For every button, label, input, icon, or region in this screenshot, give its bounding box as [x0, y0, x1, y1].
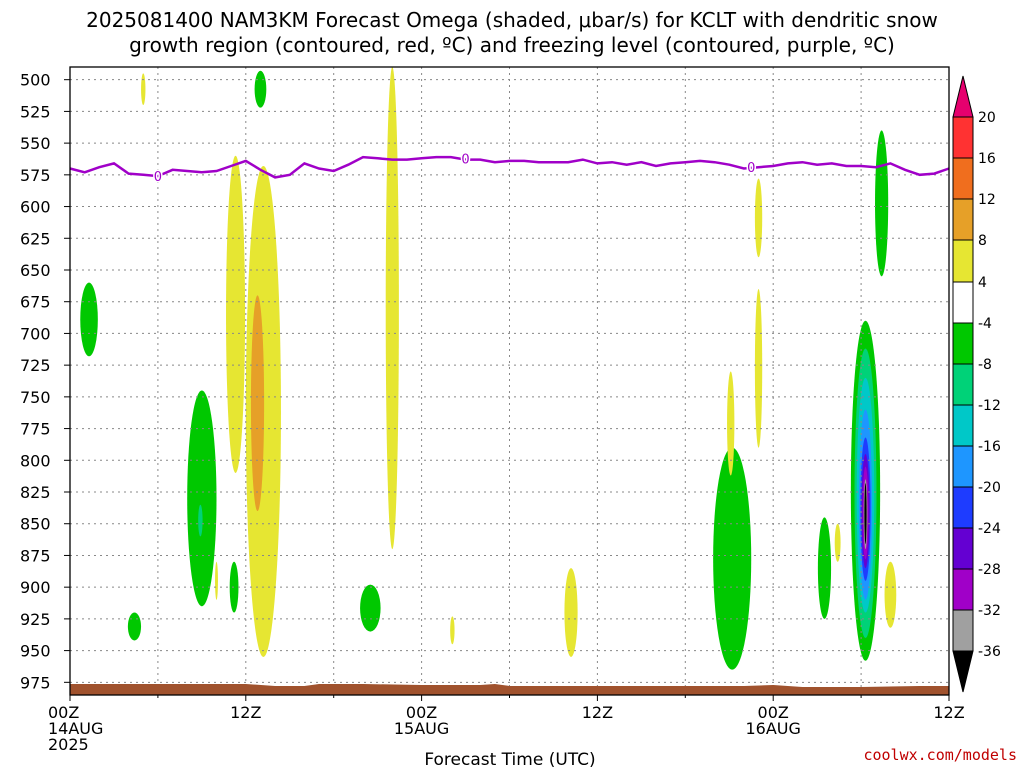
colorbar-label: -16	[978, 439, 1001, 455]
y-tick-label: 625	[20, 229, 51, 248]
y-tick-label: 550	[20, 134, 51, 153]
colorbar-band	[952, 527, 974, 570]
y-tick-label: 750	[20, 388, 51, 407]
y-tick-label: 650	[20, 261, 51, 280]
omega-region	[141, 73, 146, 106]
y-tick-label: 575	[20, 166, 51, 185]
omega-region	[727, 371, 735, 476]
colorbar-label: 4	[978, 275, 987, 291]
omega-region	[713, 447, 752, 670]
chart-title-line2: growth region (contoured, red, ºC) and f…	[129, 33, 895, 57]
omega-shaded-regions	[80, 67, 897, 670]
y-tick-label: 975	[20, 673, 51, 692]
y-tick-label: 775	[20, 420, 51, 439]
x-tick-label: 12Z	[230, 703, 261, 722]
colorbar-label: -24	[978, 521, 1001, 537]
colorbar-band	[952, 322, 974, 365]
omega-region	[884, 561, 897, 628]
omega-region	[360, 584, 381, 632]
omega-region	[754, 289, 763, 448]
omega-region	[250, 295, 265, 512]
colorbar-band	[952, 281, 974, 324]
ground-band	[70, 684, 949, 695]
colorbar-label: -32	[978, 603, 1001, 619]
colorbar-arrow-top	[952, 75, 974, 118]
colorbar-band	[952, 157, 974, 200]
omega-region	[450, 616, 455, 645]
colorbar-label: 8	[978, 233, 987, 249]
y-tick-label: 875	[20, 546, 51, 565]
y-tick-label: 525	[20, 102, 51, 121]
omega-region	[875, 130, 889, 277]
y-tick-label: 925	[20, 610, 51, 629]
omega-region	[385, 67, 399, 550]
y-tick-label: 725	[20, 356, 51, 375]
colorbar-label: -20	[978, 480, 1001, 496]
omega-region	[198, 504, 203, 537]
x-tick-label: 00Z	[48, 703, 79, 722]
freezing-level-label: 0	[461, 152, 469, 167]
y-tick-label: 600	[20, 198, 51, 217]
freezing-level-contour: 0 0 0	[69, 151, 950, 187]
colorbar-label: -8	[978, 357, 992, 373]
x-tick-label: 16AUG	[745, 719, 800, 738]
x-tick-label: 2025	[48, 735, 89, 754]
y-tick-label: 900	[20, 578, 51, 597]
x-tick-label: 00Z	[406, 703, 437, 722]
colorbar-band	[952, 568, 974, 611]
x-tick-label: 12Z	[582, 703, 613, 722]
omega-region	[215, 561, 218, 600]
x-tick-label: 14AUG	[48, 719, 103, 738]
colorbar-label: -4	[978, 316, 992, 332]
colorbar-band	[952, 445, 974, 488]
freezing-level-label: 0	[747, 161, 755, 176]
colorbar-band	[952, 363, 974, 406]
omega-region	[226, 155, 246, 473]
colorbar-arrow-bottom	[952, 650, 974, 693]
y-tick-label: 950	[20, 642, 51, 661]
colorbar-band	[952, 239, 974, 283]
chart-title-line1: 2025081400 NAM3KM Forecast Omega (shaded…	[86, 8, 938, 32]
colorbar-band	[952, 609, 974, 652]
colorbar-band	[952, 404, 974, 447]
omega-region	[817, 517, 832, 619]
y-tick-label: 825	[20, 483, 51, 502]
omega-region	[254, 70, 267, 108]
colorbar-band	[952, 116, 974, 159]
omega-region	[229, 561, 239, 613]
colorbar-label: -28	[978, 562, 1001, 578]
colorbar-label: 16	[978, 151, 996, 167]
y-tick-label: 500	[20, 71, 51, 90]
x-tick-label: 12Z	[933, 703, 964, 722]
omega-region	[754, 178, 763, 258]
ground-fill	[70, 684, 949, 695]
colorbar-band	[952, 198, 974, 241]
omega-region	[80, 282, 98, 357]
freezing-level-label: 0	[154, 170, 162, 185]
credit-text: coolwx.com/models	[863, 746, 1017, 764]
omega-region	[864, 483, 867, 545]
omega-region	[187, 390, 217, 607]
omega-region	[127, 612, 142, 641]
colorbar-label: -36	[978, 644, 1001, 660]
colorbar-label: 20	[978, 110, 996, 126]
x-tick-label: 00Z	[758, 703, 789, 722]
colorbar-label: 12	[978, 192, 996, 208]
freezing-level-line	[69, 155, 950, 179]
y-tick-label: 675	[20, 293, 51, 312]
y-tick-label: 850	[20, 515, 51, 534]
colorbar-band	[952, 486, 974, 529]
x-axis-label: Forecast Time (UTC)	[424, 750, 595, 768]
omega-region	[834, 523, 841, 562]
omega-region	[564, 568, 578, 657]
colorbar: 20 16 12 8 4 -4 -8 -12 -16 -20 -24 -28 -32 -36	[952, 75, 1001, 693]
y-tick-label: 800	[20, 451, 51, 470]
y-tick-label: 700	[20, 324, 51, 343]
colorbar-label: -12	[978, 398, 1001, 414]
x-tick-label: 15AUG	[394, 719, 449, 738]
y-axis-ticks: 500 525 550 575 600 625 650 675 700 725 750 775 800 8…	[20, 71, 70, 692]
grid-lines	[70, 67, 949, 695]
